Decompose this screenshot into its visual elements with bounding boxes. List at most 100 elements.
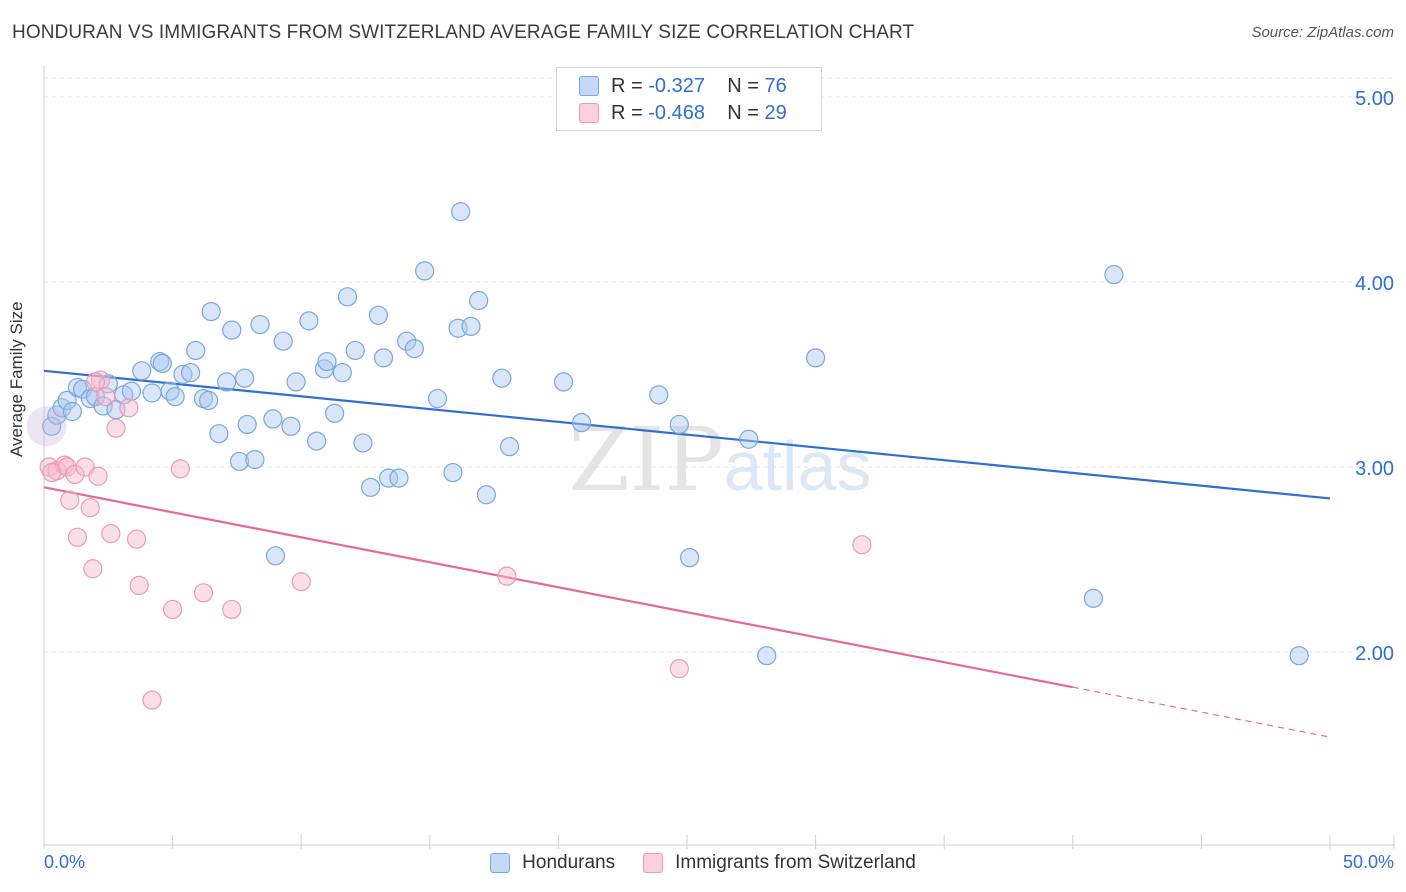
point-hondurans bbox=[669, 414, 689, 435]
point-cluster bbox=[26, 406, 67, 447]
r-value: -0.327 bbox=[648, 74, 705, 97]
point-switzerland bbox=[170, 459, 190, 479]
n-value: 29 bbox=[764, 101, 787, 124]
point-hondurans bbox=[397, 331, 417, 351]
legend-swatch bbox=[490, 853, 511, 873]
point-hondurans bbox=[57, 390, 77, 410]
point-hondurans bbox=[235, 368, 255, 388]
point-hondurans bbox=[757, 646, 777, 666]
point-hondurans bbox=[186, 340, 206, 361]
point-hondurans bbox=[209, 424, 229, 444]
point-hondurans bbox=[273, 331, 293, 351]
point-hondurans bbox=[415, 261, 435, 281]
point-hondurans bbox=[160, 381, 180, 401]
point-switzerland bbox=[65, 464, 85, 484]
point-switzerland bbox=[193, 583, 214, 603]
point-switzerland bbox=[75, 457, 95, 477]
y-axis-label: Average Family Size bbox=[7, 301, 26, 457]
point-hondurans bbox=[469, 290, 489, 311]
point-switzerland bbox=[163, 599, 183, 620]
legend-swatch-switzerland bbox=[579, 103, 599, 123]
watermark: ZIPatlas bbox=[569, 408, 872, 511]
point-hondurans bbox=[307, 431, 327, 451]
point-hondurans bbox=[404, 339, 424, 359]
n-label: N = bbox=[727, 74, 759, 97]
point-hondurans bbox=[427, 388, 448, 409]
r-value: -0.468 bbox=[648, 101, 705, 124]
point-hondurans bbox=[62, 401, 82, 422]
point-hondurans bbox=[325, 403, 345, 423]
point-switzerland bbox=[129, 575, 149, 596]
point-switzerland bbox=[497, 566, 517, 586]
point-hondurans bbox=[199, 390, 219, 410]
point-hondurans bbox=[353, 433, 373, 453]
grid-lines bbox=[44, 77, 1395, 653]
point-hondurans bbox=[132, 361, 152, 381]
point-hondurans bbox=[1104, 265, 1124, 285]
legend-swatch bbox=[643, 853, 664, 873]
axes bbox=[43, 66, 1395, 849]
point-hondurans bbox=[553, 372, 574, 392]
source-label: Source: ZipAtlas.com bbox=[1251, 24, 1394, 41]
point-hondurans bbox=[337, 287, 358, 307]
point-switzerland bbox=[126, 529, 147, 549]
point-hondurans bbox=[451, 202, 471, 222]
point-hondurans bbox=[739, 429, 759, 449]
point-switzerland bbox=[222, 599, 242, 620]
point-hondurans bbox=[152, 353, 172, 373]
point-hondurans bbox=[679, 548, 700, 568]
point-switzerland bbox=[83, 559, 103, 579]
point-switzerland bbox=[119, 398, 139, 418]
point-hondurans bbox=[805, 348, 826, 368]
point-hondurans bbox=[250, 314, 270, 335]
legend-label: Immigrants from Switzerland bbox=[675, 852, 916, 873]
point-hondurans bbox=[461, 316, 481, 336]
r-label: R = bbox=[611, 74, 643, 97]
point-hondurans bbox=[361, 477, 381, 497]
trend-line-hondurans bbox=[43, 369, 1331, 500]
x-tick-max: 50.0% bbox=[1342, 852, 1394, 872]
point-switzerland bbox=[88, 466, 108, 486]
y-tick-label: 5.00 bbox=[1355, 88, 1394, 110]
legend-item-switzerland: Immigrants from Switzerland bbox=[643, 852, 916, 874]
point-hondurans bbox=[263, 409, 283, 429]
point-hondurans bbox=[345, 340, 365, 361]
data-points bbox=[26, 202, 1309, 710]
point-switzerland bbox=[101, 523, 121, 544]
y-tick-label: 3.00 bbox=[1355, 458, 1394, 480]
point-switzerland bbox=[106, 418, 126, 438]
point-hondurans bbox=[379, 468, 399, 488]
point-hondurans bbox=[42, 416, 62, 436]
point-hondurans bbox=[142, 383, 162, 403]
legend-row-hondurans: R = -0.327 N = 76 bbox=[579, 73, 787, 99]
point-hondurans bbox=[1289, 646, 1309, 666]
legend-label: Hondurans bbox=[522, 852, 616, 873]
point-hondurans bbox=[229, 451, 250, 472]
point-hondurans bbox=[201, 302, 221, 322]
point-switzerland bbox=[669, 659, 689, 679]
point-switzerland bbox=[60, 490, 80, 510]
n-value: 76 bbox=[764, 74, 787, 97]
point-switzerland bbox=[291, 572, 311, 592]
point-hondurans bbox=[173, 364, 193, 385]
point-hondurans bbox=[389, 468, 409, 488]
point-switzerland bbox=[42, 462, 62, 483]
point-hondurans bbox=[245, 450, 265, 470]
point-switzerland bbox=[80, 498, 100, 518]
point-hondurans bbox=[368, 305, 388, 325]
series-legend: Hondurans Immigrants from Switzerland bbox=[0, 852, 1406, 874]
point-hondurans bbox=[499, 437, 520, 457]
point-hondurans bbox=[165, 387, 185, 407]
point-hondurans bbox=[476, 485, 496, 505]
point-hondurans bbox=[314, 359, 334, 379]
legend-row-switzerland: R = -0.468 N = 29 bbox=[579, 100, 787, 126]
point-hondurans bbox=[443, 462, 463, 483]
point-switzerland bbox=[852, 535, 872, 555]
legend-swatch-hondurans bbox=[579, 76, 599, 96]
point-hondurans bbox=[317, 351, 337, 372]
y-tick-label: 2.00 bbox=[1355, 643, 1394, 665]
point-switzerland bbox=[85, 372, 106, 392]
r-label: R = bbox=[611, 101, 643, 124]
correlation-legend: R = -0.327 N = 76 R = -0.468 N = 29 bbox=[556, 67, 822, 131]
trend-lines bbox=[43, 369, 1331, 738]
